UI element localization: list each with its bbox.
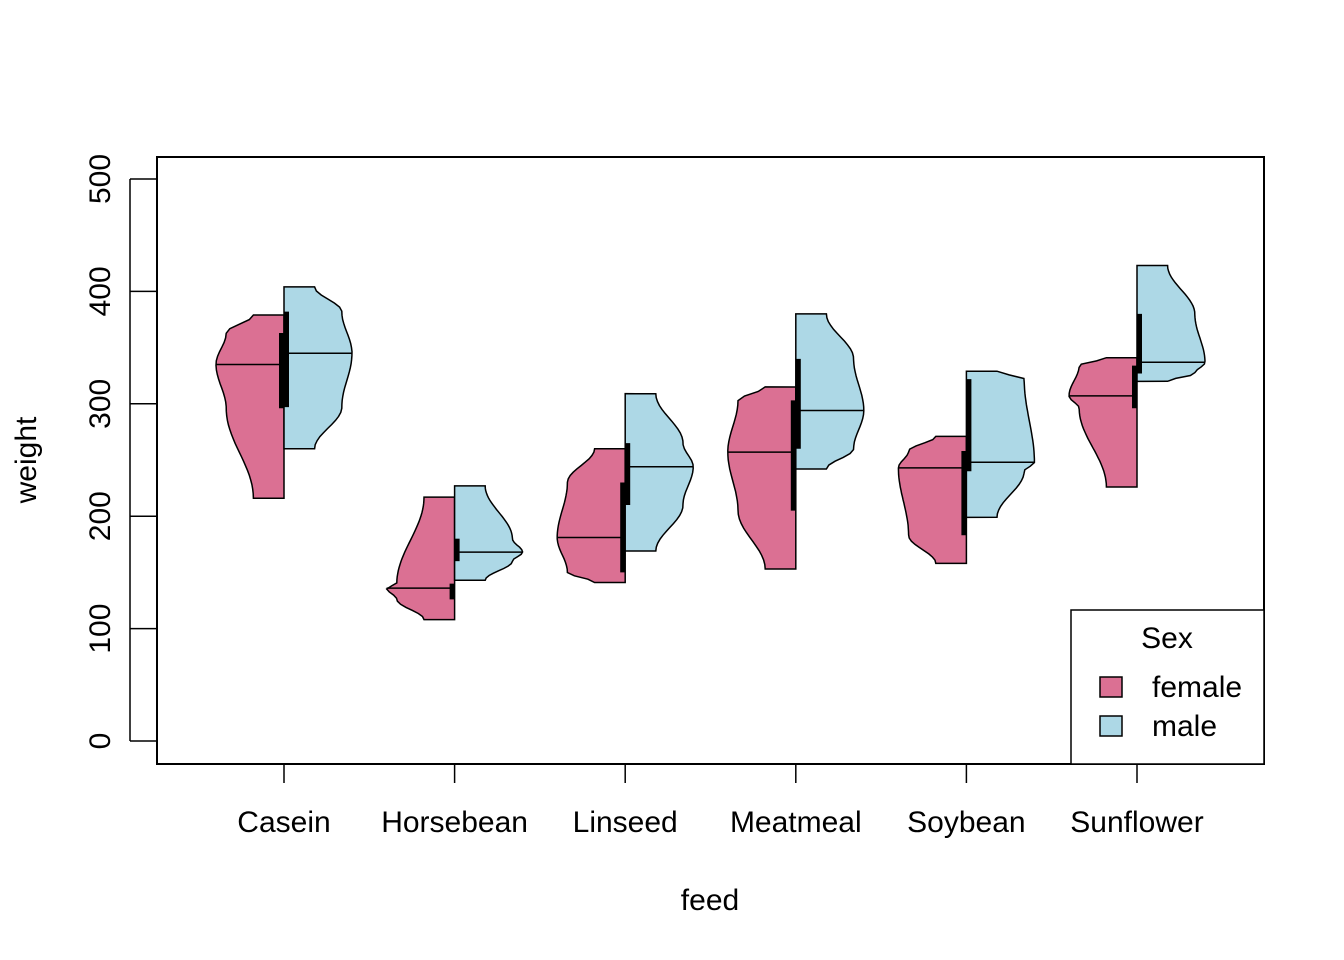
x-tick-label: Linseed	[573, 806, 678, 839]
legend-label-male: male	[1152, 710, 1217, 743]
x-axis: Casein Horsebean Linseed Meatmeal Soybean Sun…	[237, 763, 1204, 839]
violin-male-horsebean	[453, 485, 524, 582]
y-tick-label: 300	[84, 379, 117, 429]
y-tick-label: 200	[84, 491, 117, 541]
violin-male-soybean	[965, 370, 1036, 519]
violin-male-linseed	[624, 392, 694, 552]
violin-female-meatmeal	[727, 386, 797, 570]
y-axis: 0 100 200 300 400 500	[84, 154, 157, 749]
y-tick-label: 400	[84, 266, 117, 316]
legend-swatch-female	[1099, 676, 1123, 698]
x-tick-label: Meatmeal	[730, 806, 862, 839]
y-tick-label: 0	[84, 733, 117, 750]
violin-male-casein	[283, 286, 353, 450]
violin-female-horsebean	[385, 496, 456, 621]
violin-male-meatmeal	[795, 313, 865, 470]
violins-layer	[215, 264, 1206, 621]
legend-swatch-male	[1099, 715, 1123, 737]
y-axis-title: weight	[10, 416, 43, 504]
violin-male-sunflower	[1136, 264, 1206, 383]
violin-female-soybean	[897, 435, 968, 565]
y-tick-label: 500	[84, 154, 117, 204]
violin-female-casein	[215, 314, 285, 499]
violin-female-linseed	[556, 448, 626, 584]
legend: Sex female male	[1070, 609, 1265, 765]
y-tick-label: 100	[84, 604, 117, 654]
legend-title: Sex	[1141, 622, 1193, 655]
x-axis-title: feed	[681, 884, 739, 917]
x-tick-label: Sunflower	[1070, 806, 1203, 839]
legend-label-female: female	[1152, 671, 1242, 704]
x-tick-label: Horsebean	[381, 806, 528, 839]
x-tick-label: Soybean	[907, 806, 1025, 839]
x-tick-label: Casein	[237, 806, 330, 839]
violin-female-sunflower	[1068, 356, 1138, 488]
